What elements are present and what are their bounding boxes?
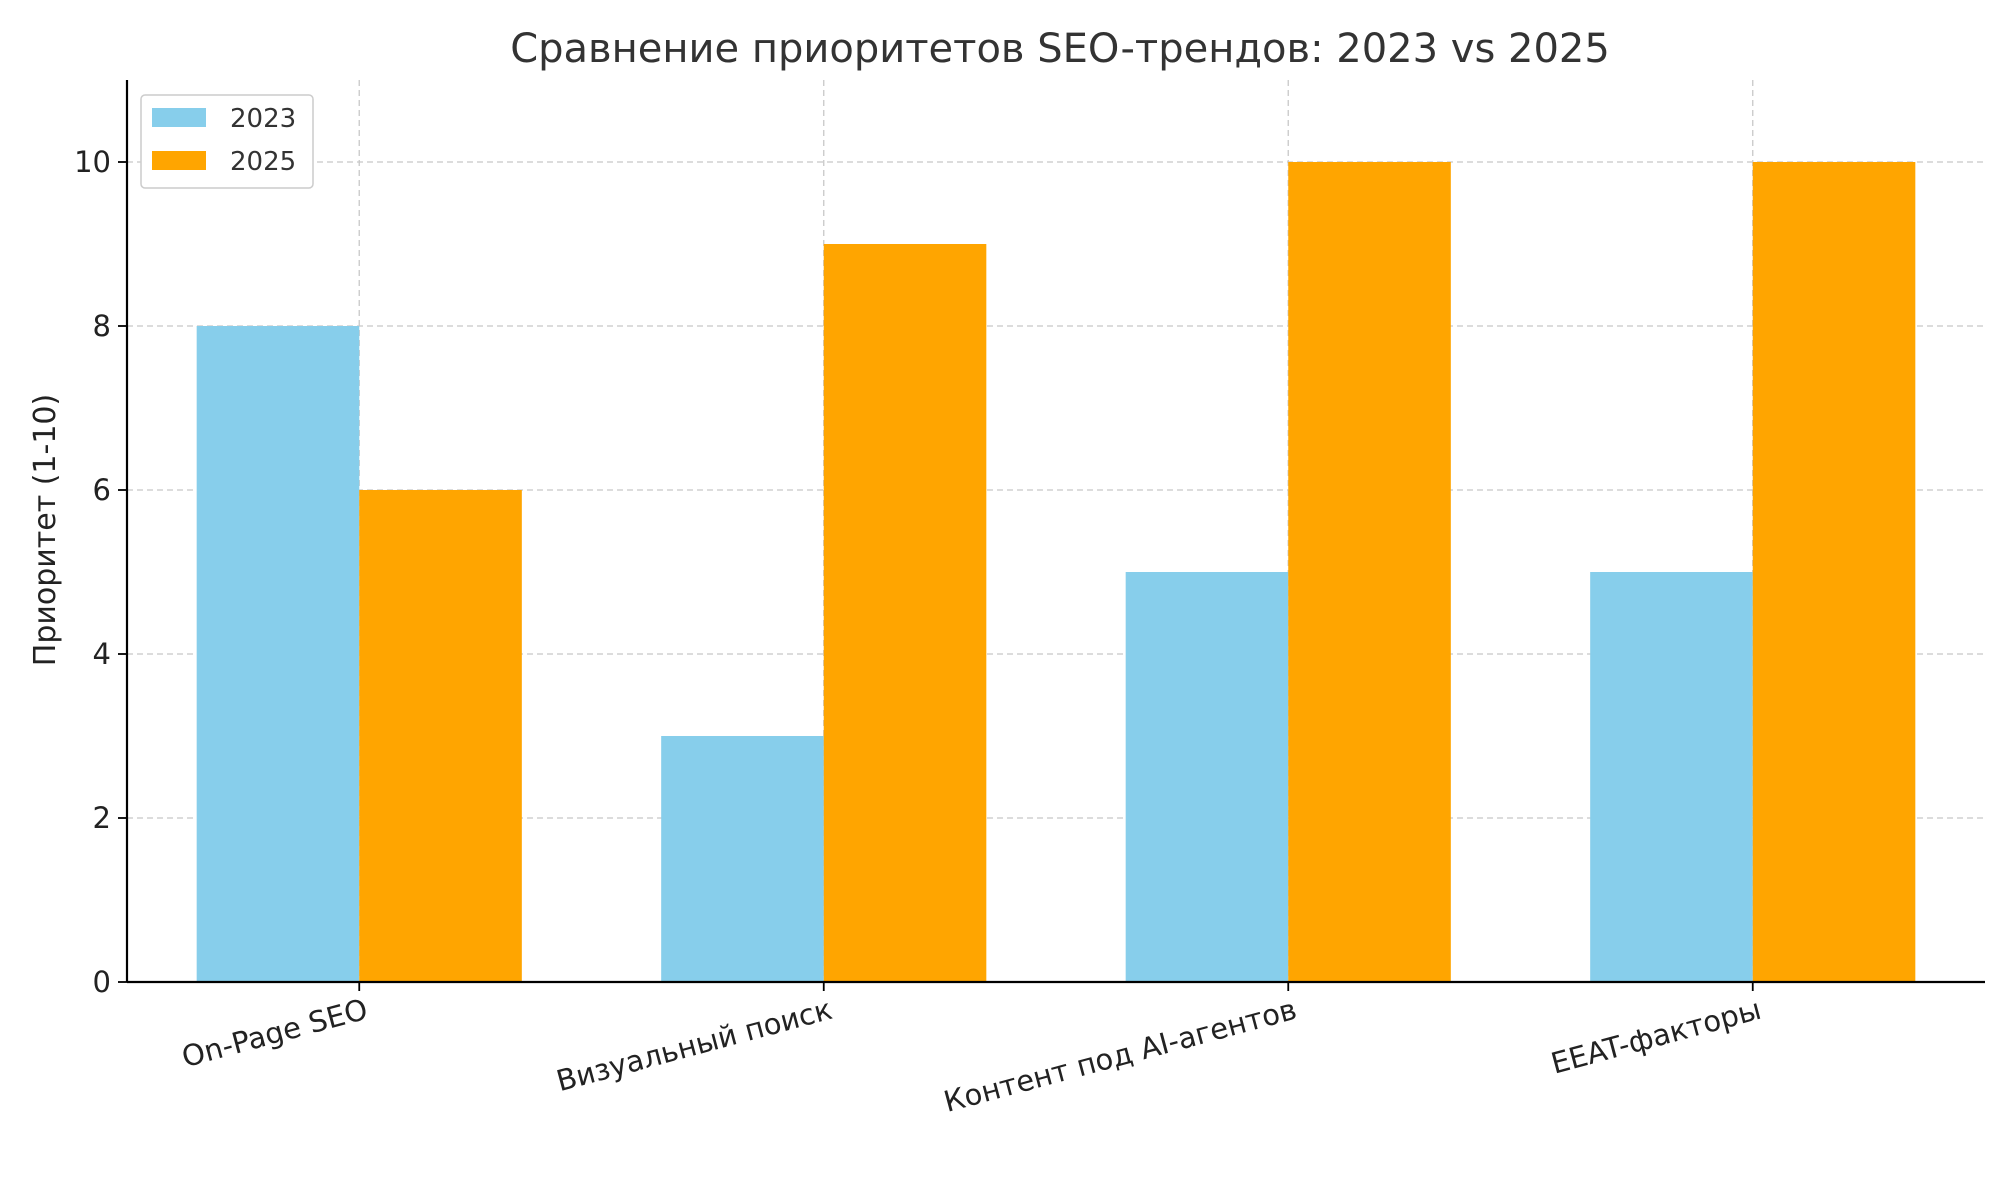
- y-ticks: 0 2 4 6 8 10: [74, 145, 127, 999]
- y-tick-label: 10: [74, 145, 111, 179]
- y-tick-label: 6: [93, 473, 111, 507]
- y-tick-label: 8: [93, 309, 111, 343]
- x-ticks: On-Page SEO Визуальный поиск Контент под A…: [178, 982, 1765, 1119]
- bar-2025-2: [823, 244, 987, 982]
- legend-label-2023: 2023: [230, 104, 296, 134]
- x-tick-label: Визуальный поиск: [553, 992, 836, 1098]
- bar-2025-4: [1752, 162, 1916, 982]
- y-tick-label: 0: [93, 965, 111, 999]
- x-tick-label: EEAT-факторы: [1547, 992, 1764, 1081]
- chart-title: Сравнение приоритетов SEO-трендов: 2023 …: [510, 26, 1610, 72]
- bar-2025-1: [359, 490, 522, 982]
- bar-2025-3: [1288, 162, 1451, 982]
- bar-2023-1: [196, 326, 360, 982]
- x-tick-label: Контент под AI-агентов: [940, 992, 1300, 1119]
- x-tick-label: On-Page SEO: [178, 992, 371, 1074]
- axes-layer: [125, 80, 1985, 984]
- bar-2023-2: [661, 736, 824, 982]
- bars-layer: [196, 162, 1916, 982]
- legend-swatch-2023: [152, 108, 206, 127]
- y-tick-label: 4: [93, 637, 111, 671]
- y-tick-label: 2: [93, 801, 111, 835]
- legend: 2023 2025: [140, 94, 314, 189]
- legend-swatch-2025: [152, 151, 206, 170]
- bar-2023-3: [1125, 572, 1289, 982]
- y-axis-label: Приоритет (1-10): [28, 394, 63, 666]
- bar-2023-4: [1590, 572, 1753, 982]
- legend-label-2025: 2025: [230, 147, 296, 177]
